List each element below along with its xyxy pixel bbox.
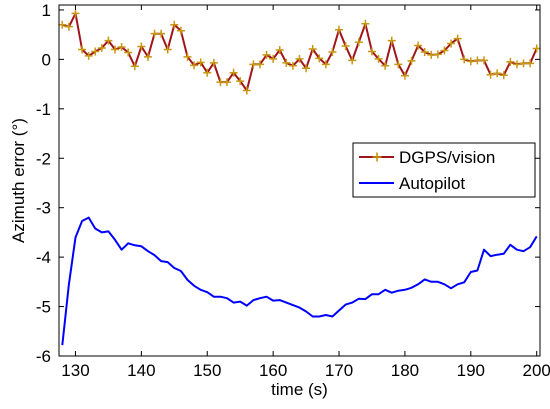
- data-point-dgps-vision: [354, 38, 363, 47]
- data-point-dgps-vision: [493, 69, 502, 78]
- data-point-dgps-vision: [479, 56, 488, 65]
- data-point-dgps-vision: [97, 44, 106, 53]
- x-tick-label: 140: [127, 361, 155, 380]
- data-point-dgps-vision: [209, 58, 218, 67]
- data-point-dgps-vision: [242, 86, 251, 95]
- legend-label-autopilot: Autopilot: [399, 174, 465, 193]
- data-point-dgps-vision: [196, 58, 205, 67]
- data-point-dgps-vision: [499, 71, 508, 80]
- x-tick-label: 180: [391, 361, 419, 380]
- data-point-dgps-vision: [104, 36, 113, 45]
- y-tick-label: 0: [42, 50, 51, 69]
- data-point-dgps-vision: [374, 54, 383, 63]
- data-point-dgps-vision: [394, 60, 403, 69]
- legend: DGPS/vision Autopilot: [352, 142, 536, 198]
- data-point-dgps-vision: [506, 57, 515, 66]
- data-point-dgps-vision: [282, 58, 291, 67]
- data-point-dgps-vision: [91, 47, 100, 56]
- legend-marker-dgps-vision: [372, 152, 382, 162]
- axis-ticks: 130 140 150 160 170 180 190 200 1 0 -1 -2 -3 -4 -5 -6: [36, 1, 550, 380]
- data-point-dgps-vision: [321, 60, 330, 69]
- data-point-dgps-vision: [400, 71, 409, 80]
- data-point-dgps-vision: [143, 52, 152, 61]
- data-point-dgps-vision: [183, 52, 192, 61]
- data-point-dgps-vision: [130, 62, 139, 71]
- data-point-dgps-vision: [328, 47, 337, 56]
- y-axis-label: Azimuth error (°): [9, 118, 28, 243]
- series-line-autopilot: [61, 216, 538, 346]
- data-point-dgps-vision: [58, 20, 67, 29]
- data-point-dgps-vision: [137, 42, 146, 51]
- data-point-dgps-vision: [420, 47, 429, 56]
- data-point-dgps-vision: [453, 34, 462, 43]
- data-point-dgps-vision: [440, 46, 449, 55]
- data-point-dgps-vision: [460, 55, 469, 64]
- x-tick-label: 200: [523, 361, 550, 380]
- axes-box: [58, 4, 541, 357]
- legend-label-dgps-vision: DGPS/vision: [399, 148, 495, 167]
- y-tick-label: -2: [36, 149, 51, 168]
- plot-area: [58, 9, 541, 346]
- data-point-dgps-vision: [275, 45, 284, 54]
- data-point-dgps-vision: [308, 44, 317, 53]
- data-point-dgps-vision: [367, 47, 376, 56]
- data-point-dgps-vision: [447, 39, 456, 48]
- data-point-dgps-vision: [163, 45, 172, 54]
- data-point-dgps-vision: [335, 25, 344, 34]
- data-point-dgps-vision: [295, 54, 304, 63]
- data-point-dgps-vision: [532, 44, 541, 53]
- x-axis-label: time (s): [271, 380, 328, 399]
- data-point-dgps-vision: [223, 78, 232, 87]
- data-point-dgps-vision: [170, 20, 179, 29]
- y-tick-label: -3: [36, 199, 51, 218]
- data-point-dgps-vision: [229, 68, 238, 77]
- data-point-dgps-vision: [203, 68, 212, 77]
- y-tick-label: -5: [36, 298, 51, 317]
- data-point-dgps-vision: [269, 54, 278, 63]
- data-point-dgps-vision: [486, 70, 495, 79]
- x-tick-label: 190: [457, 361, 485, 380]
- data-point-dgps-vision: [124, 48, 133, 57]
- y-tick-label: -1: [36, 100, 51, 119]
- x-tick-label: 170: [325, 361, 353, 380]
- data-point-dgps-vision: [84, 51, 93, 60]
- data-point-dgps-vision: [433, 50, 442, 59]
- data-point-dgps-vision: [414, 41, 423, 50]
- data-point-dgps-vision: [348, 56, 357, 65]
- data-point-dgps-vision: [407, 56, 416, 65]
- data-point-dgps-vision: [176, 26, 185, 35]
- data-point-dgps-vision: [526, 59, 535, 68]
- data-point-dgps-vision: [78, 45, 87, 54]
- x-tick-label: 150: [193, 361, 221, 380]
- data-point-dgps-vision: [512, 60, 521, 69]
- data-point-dgps-vision: [361, 19, 370, 28]
- y-tick-label: 1: [42, 1, 51, 20]
- y-tick-label: -4: [36, 248, 51, 267]
- data-point-dgps-vision: [236, 77, 245, 86]
- data-point-dgps-vision: [157, 29, 166, 38]
- data-point-dgps-vision: [341, 42, 350, 51]
- data-point-dgps-vision: [381, 61, 390, 70]
- data-point-dgps-vision: [387, 36, 396, 45]
- y-tick-label: -6: [36, 347, 51, 366]
- x-tick-label: 130: [61, 361, 89, 380]
- data-point-dgps-vision: [288, 61, 297, 70]
- data-point-dgps-vision: [255, 60, 264, 69]
- data-point-dgps-vision: [262, 50, 271, 59]
- data-point-dgps-vision: [466, 57, 475, 66]
- data-point-dgps-vision: [64, 22, 73, 31]
- data-point-dgps-vision: [190, 61, 199, 70]
- data-point-dgps-vision: [111, 45, 120, 54]
- legend-box: [352, 142, 536, 198]
- data-point-dgps-vision: [117, 43, 126, 52]
- data-point-dgps-vision: [302, 64, 311, 73]
- data-point-dgps-vision: [315, 54, 324, 63]
- x-tick-label: 160: [259, 361, 287, 380]
- data-point-dgps-vision: [71, 9, 80, 18]
